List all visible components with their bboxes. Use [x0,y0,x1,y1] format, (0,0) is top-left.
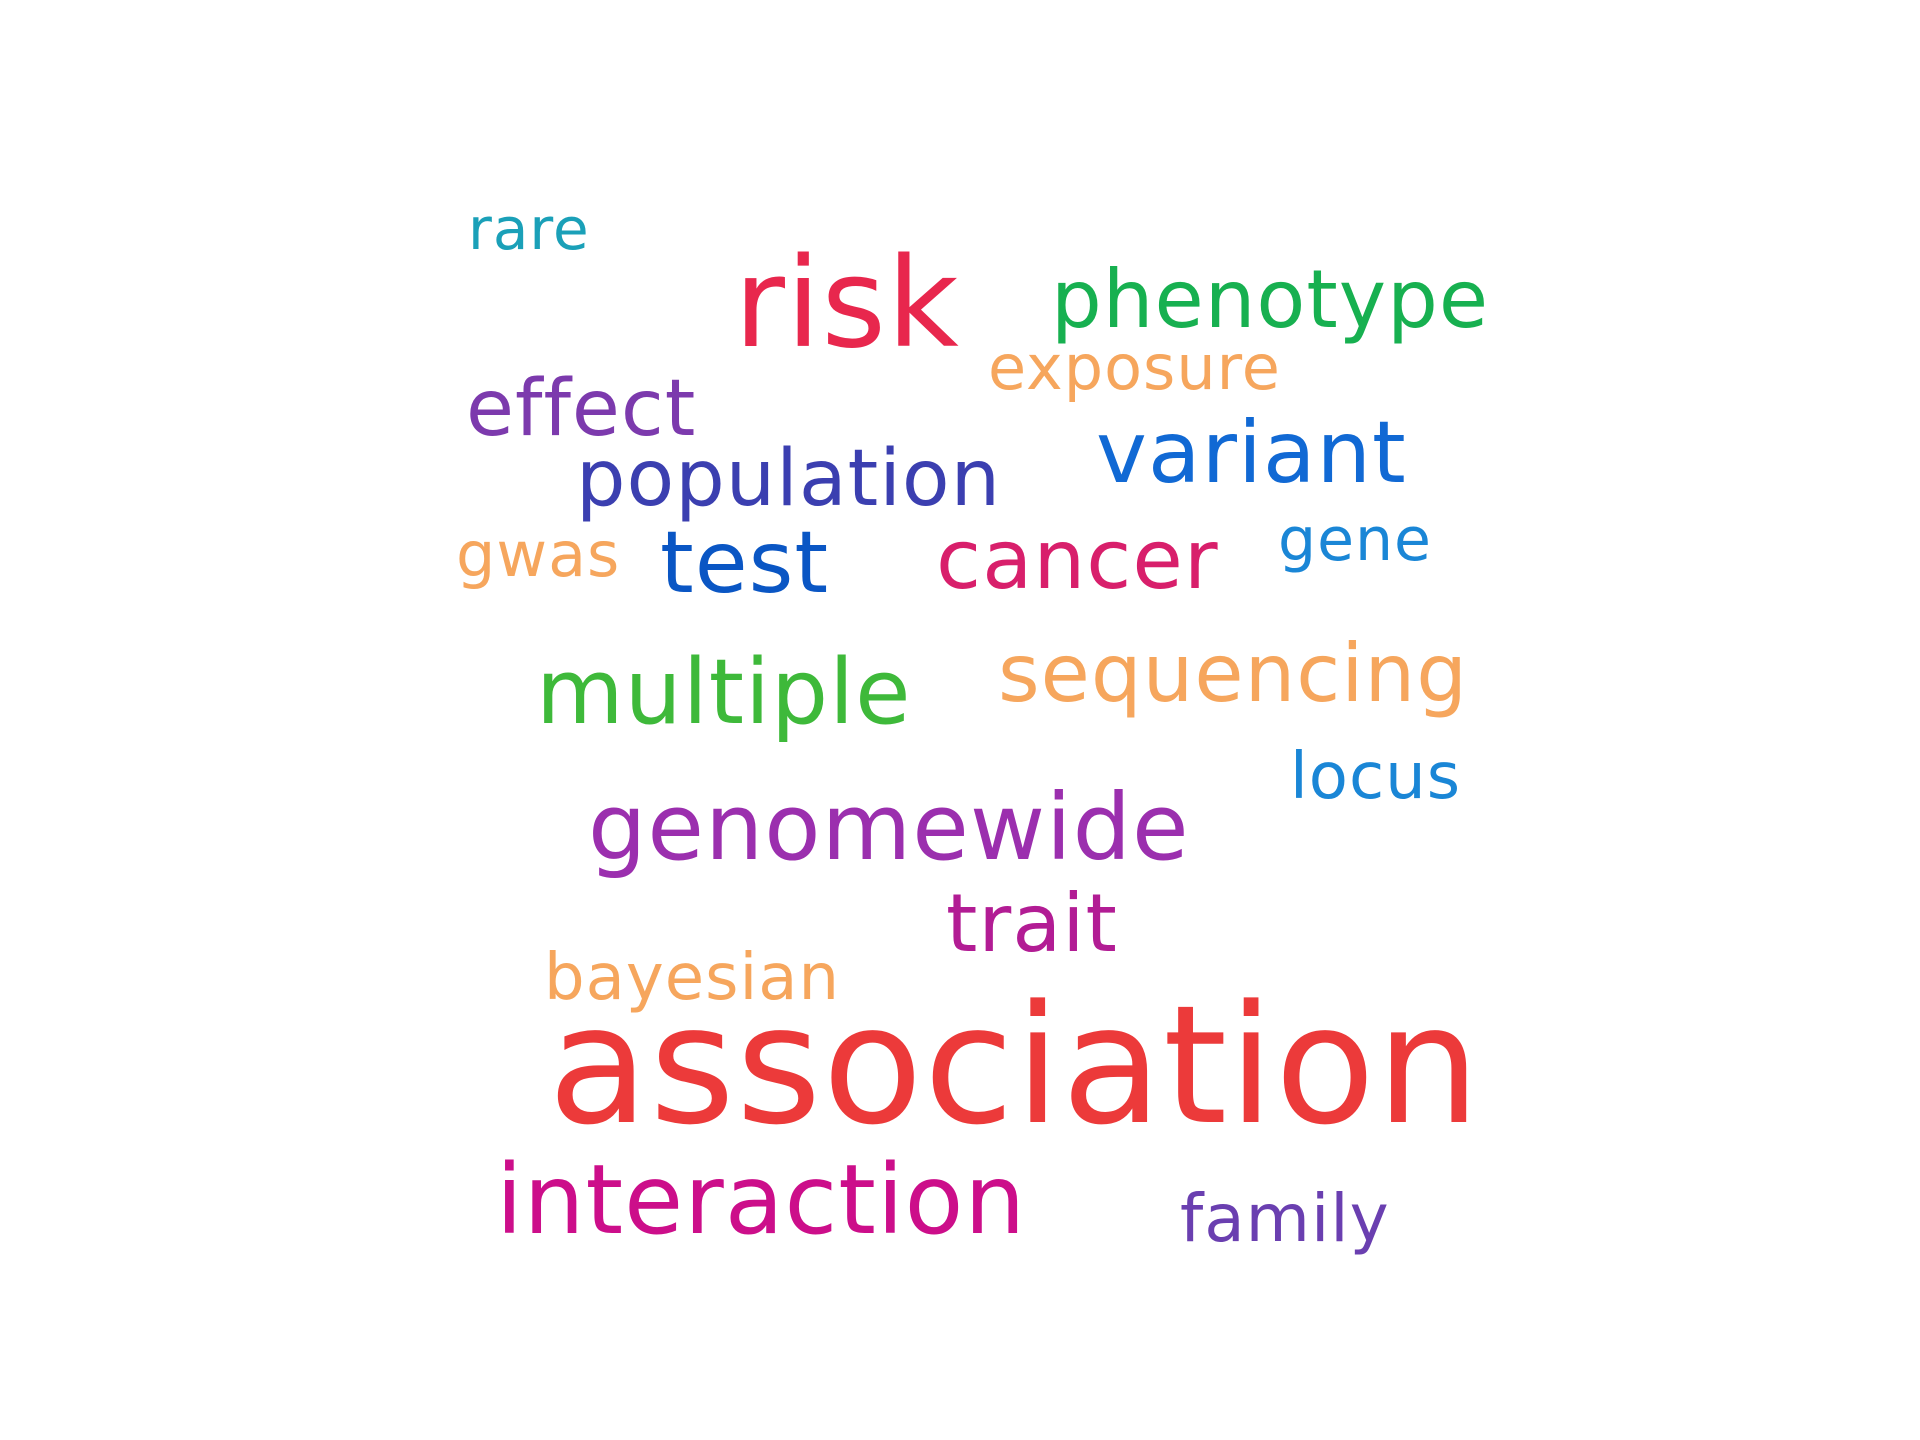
word-test: test [660,513,830,613]
word-sequencing: sequencing [998,627,1468,720]
word-risk: risk [734,232,960,376]
word-population: population [576,434,1002,524]
word-exposure: exposure [988,331,1281,404]
word-cancer: cancer [936,513,1219,608]
word-locus: locus [1290,740,1462,814]
word-rare: rare [468,195,590,263]
word-genomewide: genomewide [588,774,1190,881]
word-family: family [1180,1180,1390,1257]
word-association: association [548,970,1482,1161]
word-effect: effect [466,364,697,454]
word-trait: trait [946,877,1118,970]
word-gene: gene [1278,505,1432,575]
word-multiple: multiple [536,640,912,745]
word-phenotype: phenotype [1051,253,1490,346]
word-variant: variant [1096,403,1407,503]
word-gwas: gwas [456,518,621,591]
word-interaction: interaction [496,1144,1027,1256]
word-bayesian: bayesian [544,941,840,1015]
